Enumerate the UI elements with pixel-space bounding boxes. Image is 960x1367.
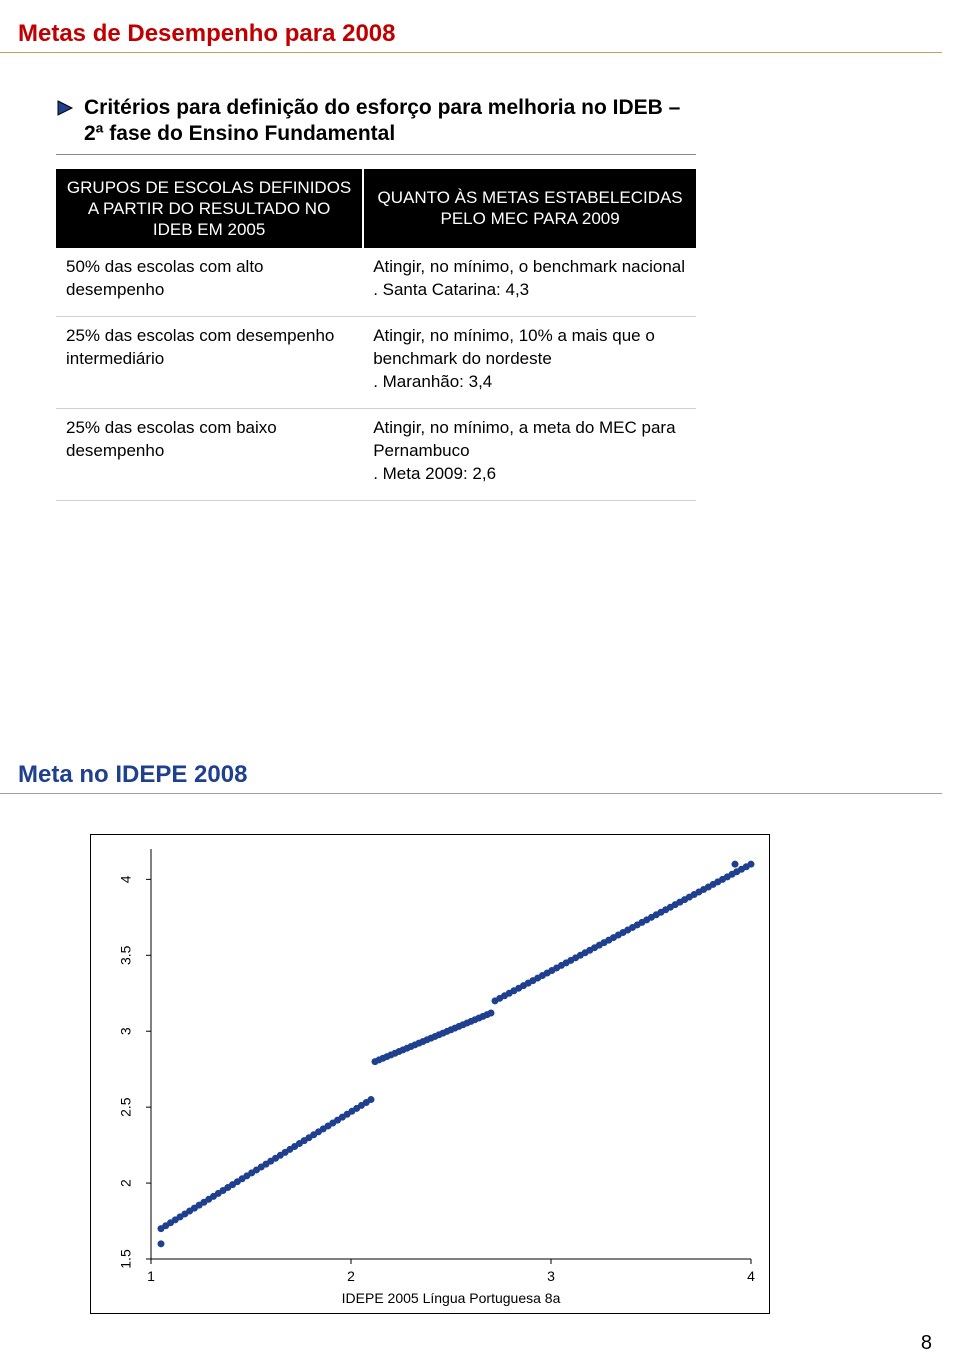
svg-text:2: 2 [347,1268,355,1284]
arrow-poly [58,101,72,115]
table-row: 25% das escolas com desempenho intermedi… [56,317,696,409]
svg-text:4: 4 [747,1268,755,1284]
table-header-1: GRUPOS DE ESCOLAS DEFINIDOS A PARTIR DO … [56,169,363,249]
idepe-scatter: 1.5 2 2.5 3 3.5 4 1 2 3 4 IDEPE 2005 Língua Portug… [91,835,769,1313]
svg-text:3: 3 [547,1268,555,1284]
svg-text:IDEPE 2005 Língua Portuguesa 8: IDEPE 2005 Língua Portuguesa 8a [342,1290,561,1306]
svg-text:2: 2 [118,1179,134,1187]
table-row: 25% das escolas com baixo desempenho Ati… [56,408,696,500]
svg-text:4: 4 [118,875,134,883]
table-cell: Atingir, no mínimo, o benchmark nacional… [363,248,696,316]
svg-text:2.5: 2.5 [118,1097,134,1117]
criteria-subheading: Critérios para definição do esforço para… [84,95,696,148]
svg-text:3: 3 [118,1027,134,1035]
page-title-2-text: Meta no IDEPE 2008 [18,761,247,788]
svg-text:1: 1 [147,1268,155,1284]
table-cell: 50% das escolas com alto desempenho [56,248,363,316]
table-cell: Atingir, no mínimo, a meta do MEC para P… [363,408,696,500]
table-cell: 25% das escolas com desempenho intermedi… [56,317,363,409]
table-row: 50% das escolas com alto desempenho Atin… [56,248,696,316]
svg-text:3.5: 3.5 [118,945,134,965]
page-number: 8 [921,1332,932,1355]
svg-text:1.5: 1.5 [118,1249,134,1269]
table-header-2: QUANTO ÀS METAS ESTABELECIDAS PELO MEC P… [363,169,696,249]
page-title-1-text: Metas de Desempenho para 2008 [18,20,396,47]
page-title-2: Meta no IDEPE 2008 [0,761,942,794]
idepe-scatter-frame: 1.5 2 2.5 3 3.5 4 1 2 3 4 IDEPE 2005 Língua Portug… [90,834,770,1314]
page-title-1: Metas de Desempenho para 2008 [0,20,942,53]
criteria-table: GRUPOS DE ESCOLAS DEFINIDOS A PARTIR DO … [56,169,696,501]
table-cell: Atingir, no mínimo, 10% a mais que o ben… [363,317,696,409]
arrow-icon [56,99,76,122]
table-cell: 25% das escolas com baixo desempenho [56,408,363,500]
table-header-row: GRUPOS DE ESCOLAS DEFINIDOS A PARTIR DO … [56,169,696,249]
criteria-underline [56,154,696,155]
criteria-block: Critérios para definição do esforço para… [0,61,696,501]
